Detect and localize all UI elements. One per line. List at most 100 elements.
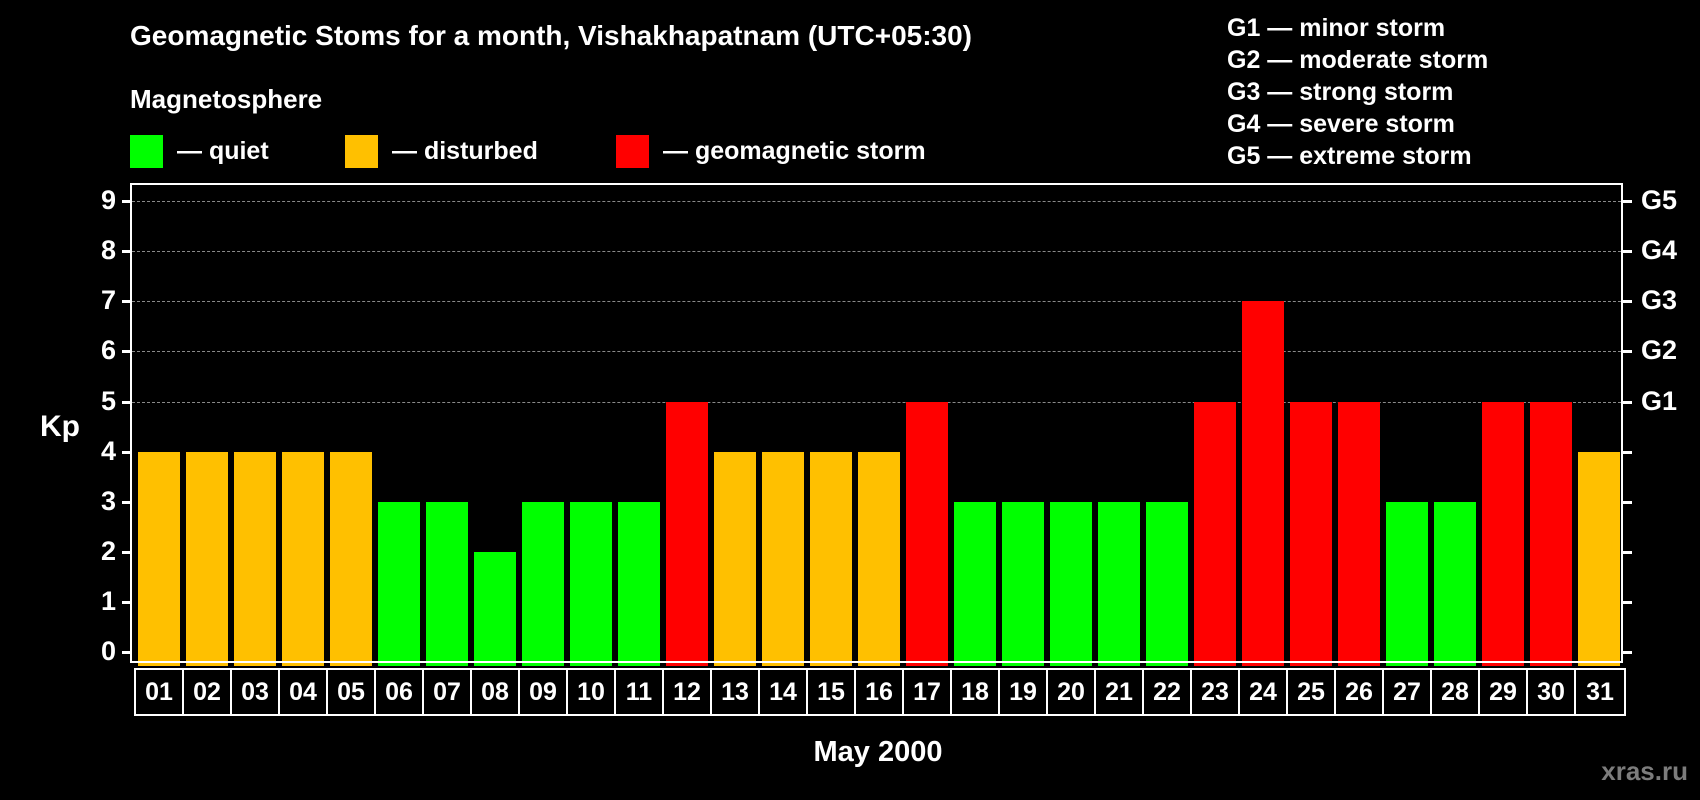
- bar-day-27: [1386, 501, 1428, 666]
- date-cell: 07: [424, 670, 472, 714]
- bar-day-28: [1434, 501, 1476, 666]
- y-tick-left: [122, 450, 132, 454]
- y-tick-right: [1622, 400, 1632, 404]
- storm-scale-g5: G5 — extreme storm: [1227, 142, 1472, 170]
- quiet-swatch-icon: [130, 134, 163, 168]
- chart-title: Geomagnetic Stoms for a month, Vishakhap…: [130, 20, 973, 51]
- y-tick-right: [1622, 450, 1632, 454]
- date-cell: 21: [1096, 670, 1144, 714]
- y-tick-label: 3: [100, 485, 116, 516]
- y-tick-label: 0: [100, 636, 116, 666]
- bar-day-31: [1578, 451, 1620, 666]
- gridline: [132, 401, 1621, 403]
- bar-day-16: [858, 451, 900, 666]
- bar-day-02: [186, 451, 228, 666]
- bar-day-26: [1338, 401, 1380, 666]
- x-axis-label: May 2000: [813, 736, 943, 768]
- y-tick-label: 2: [100, 535, 116, 566]
- y-tick-label: 7: [100, 285, 116, 316]
- bar-day-19: [1002, 501, 1044, 666]
- date-cell: 31: [1586, 677, 1614, 706]
- bar-day-30: [1530, 401, 1572, 666]
- date-cell: 09: [520, 670, 568, 714]
- storm-level-label: G1: [1641, 385, 1678, 416]
- bar-day-05: [330, 451, 372, 666]
- date-cell: 19: [1000, 670, 1048, 714]
- legend-heading: Magnetosphere: [130, 84, 323, 114]
- date-cell: 30: [1528, 670, 1576, 714]
- storm-scale-legend: G1 — minor storm G2 — moderate storm G3 …: [1227, 12, 1488, 172]
- y-tick-label: 9: [100, 185, 116, 216]
- date-cell: 06: [376, 670, 424, 714]
- bar-day-08: [474, 551, 516, 666]
- y-tick-left: [122, 200, 132, 204]
- bar-day-25: [1290, 401, 1332, 666]
- plot-frame: [130, 183, 1623, 663]
- y-tick-left: [122, 300, 132, 304]
- y-tick-left: [122, 500, 132, 504]
- bar-day-22: [1146, 501, 1188, 666]
- y-tick-right: [1622, 350, 1632, 354]
- date-cell: 17: [904, 670, 952, 714]
- y-tick-left: [122, 250, 132, 254]
- storm-level-label: G3: [1641, 285, 1678, 316]
- gridline: [132, 351, 1621, 353]
- y-tick-right: [1622, 250, 1632, 254]
- y-tick-left: [122, 600, 132, 604]
- y-tick-left: [122, 400, 132, 404]
- date-cell: 13: [712, 670, 760, 714]
- gridline: [132, 201, 1621, 203]
- date-cell: 29: [1480, 670, 1528, 714]
- bar-day-03: [234, 451, 276, 666]
- bar-day-15: [810, 451, 852, 666]
- date-axis: 01 02 03 04 05 06 07 08 09 10 11 12 13 14 15 16 17 18 19 20…: [134, 668, 1626, 716]
- bar-day-14: [762, 451, 804, 666]
- y-tick-left: [122, 350, 132, 354]
- date-cell: 16: [856, 670, 904, 714]
- date-cell: 24: [1240, 670, 1288, 714]
- bar-day-09: [522, 501, 564, 666]
- y-tick-left: [122, 550, 132, 554]
- storm-scale-g2: G2 — moderate storm: [1227, 46, 1489, 74]
- date-cell: 28: [1432, 670, 1480, 714]
- date-cell: 03: [232, 670, 280, 714]
- date-cell: 12: [664, 670, 712, 714]
- date-cell: 02: [184, 670, 232, 714]
- bar-day-01: [138, 451, 180, 666]
- bar-day-17: [906, 401, 948, 666]
- gridline: [132, 251, 1621, 253]
- date-cell: 18: [952, 670, 1000, 714]
- date-cell: 26: [1336, 670, 1384, 714]
- bar-day-11: [618, 501, 660, 666]
- date-cell: 27: [1384, 670, 1432, 714]
- date-cell: 20: [1048, 670, 1096, 714]
- bar-day-12: [666, 401, 708, 666]
- y-tick-right: [1622, 651, 1632, 654]
- y-tick-right: [1622, 500, 1632, 504]
- bar-day-10: [570, 501, 612, 666]
- bar-day-24: [1242, 301, 1284, 666]
- legend-label: — disturbed: [392, 136, 538, 165]
- y-tick-label: 6: [100, 335, 116, 366]
- legend-item-storm: — geomagnetic storm: [616, 134, 926, 168]
- legend-label: — quiet: [177, 136, 269, 165]
- storm-scale-g4: G4 — severe storm: [1227, 110, 1455, 138]
- date-cell: 22: [1144, 670, 1192, 714]
- date-cell: 05: [328, 670, 376, 714]
- bar-day-04: [282, 451, 324, 666]
- watermark: xras.ru: [1601, 756, 1688, 786]
- bar-day-21: [1098, 501, 1140, 666]
- bar-day-23: [1194, 401, 1236, 666]
- date-cell: 14: [760, 670, 808, 714]
- gridline: [132, 301, 1621, 303]
- bar-day-13: [714, 451, 756, 666]
- y-tick-right: [1622, 600, 1632, 604]
- date-cell: 23: [1192, 670, 1240, 714]
- storm-level-label: G2: [1641, 335, 1678, 366]
- y-tick-label: 4: [100, 435, 116, 466]
- date-cell: 10: [568, 670, 616, 714]
- bar-day-20: [1050, 501, 1092, 666]
- date-cell: 08: [472, 670, 520, 714]
- y-tick-right: [1622, 200, 1632, 204]
- storm-level-label: G4: [1641, 235, 1678, 266]
